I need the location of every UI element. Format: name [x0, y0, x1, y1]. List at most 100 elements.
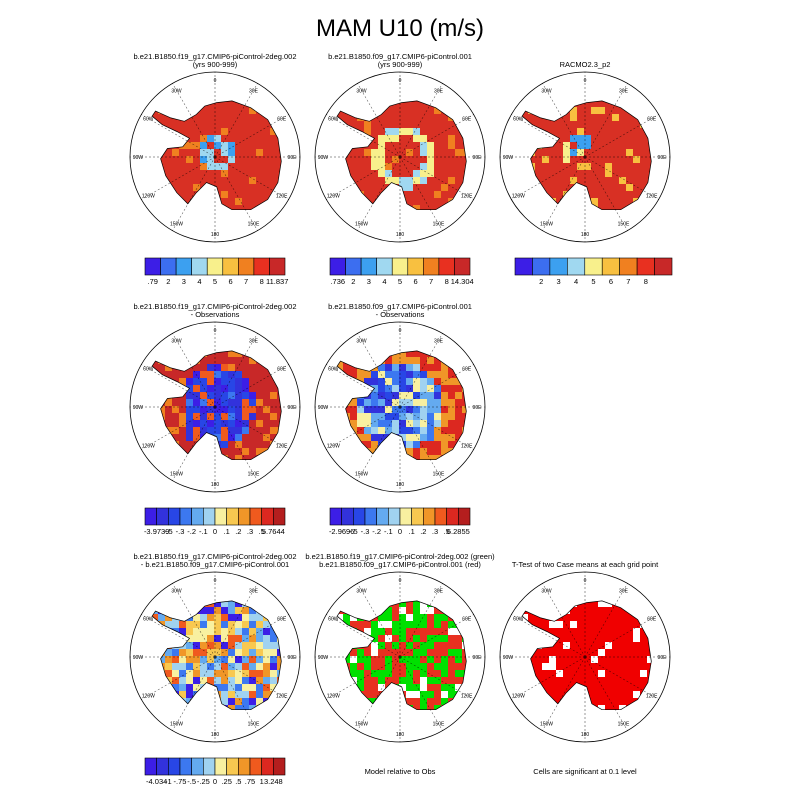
field-cell [522, 114, 529, 122]
field-cell [186, 677, 194, 685]
field-cell [284, 72, 291, 79]
field-cell [249, 135, 257, 143]
field-cell [179, 371, 187, 379]
field-cell [270, 628, 278, 636]
field-cell [392, 177, 400, 185]
field-cell [434, 677, 442, 685]
colorbar-label: -.2 [372, 527, 381, 536]
field-cell [448, 740, 455, 747]
field-cell [193, 170, 201, 178]
field-cell [371, 413, 379, 421]
field-cell [385, 385, 393, 393]
field-cell [350, 149, 358, 157]
field-cell [298, 726, 305, 733]
field-cell [633, 135, 641, 143]
field-cell [668, 233, 675, 240]
colorbar-label: 6 [413, 277, 417, 286]
field-cell [542, 170, 550, 178]
field-cell [399, 128, 407, 136]
field-cell [329, 72, 336, 79]
field-cell [298, 677, 305, 684]
field-cell [378, 670, 386, 678]
field-cell [535, 156, 543, 164]
field-cell [298, 469, 305, 476]
field-cell [291, 572, 298, 579]
field-cell [193, 635, 201, 643]
colorbar-box [168, 507, 181, 526]
field-cell [249, 427, 257, 435]
field-cell [242, 677, 250, 685]
field-cell [364, 177, 372, 185]
field-cell [441, 635, 449, 643]
field-cell [256, 163, 264, 171]
field-cell [448, 483, 455, 490]
field-cell [500, 740, 507, 747]
field-cell [130, 579, 137, 586]
longitude-label: 180 [211, 232, 220, 238]
field-cell [193, 427, 201, 435]
field-cell [315, 93, 322, 100]
field-cell [249, 156, 257, 164]
field-cell [392, 427, 400, 435]
longitude-label: 60W [328, 617, 339, 623]
field-cell [556, 128, 564, 136]
field-cell [392, 385, 400, 393]
field-cell [214, 163, 222, 171]
field-cell [455, 656, 463, 664]
field-cell [322, 350, 329, 357]
field-cell [476, 490, 483, 497]
field-cell [514, 719, 521, 726]
field-cell [277, 413, 282, 421]
coastline [336, 350, 467, 461]
field-cell [661, 233, 668, 240]
colorbar-label: 6 [609, 277, 613, 286]
field-cell [591, 149, 599, 157]
field-cell [371, 740, 378, 747]
field-cell [200, 357, 208, 365]
field-cell [507, 719, 514, 726]
field-cell [298, 490, 305, 497]
field-cell [563, 677, 571, 685]
field-cell [214, 128, 222, 136]
field-cell [598, 163, 606, 171]
field-cell [406, 114, 414, 122]
field-cell [256, 572, 263, 579]
field-cell [626, 163, 634, 171]
field-cell [406, 184, 414, 192]
panel-title: b.e21.B1850.f19_g17.CMIP6-piControl-2deg… [133, 52, 296, 61]
field-cell [235, 128, 243, 136]
colorbar-label: 11.837 [266, 277, 288, 286]
field-cell [448, 240, 455, 247]
field-cell [242, 649, 250, 657]
field-cell [207, 635, 215, 643]
colorbar-label: 6.2855 [447, 527, 470, 536]
field-cell [420, 100, 428, 108]
field-cell [441, 233, 448, 240]
field-cell [364, 420, 372, 428]
field-cell [563, 656, 571, 664]
field-cell [413, 121, 421, 129]
field-cell [256, 392, 264, 400]
field-cell [392, 378, 400, 386]
field-cell [535, 240, 542, 247]
field-cell [357, 656, 365, 664]
field-cell [434, 691, 442, 699]
field-cell [584, 184, 592, 192]
field-cell [542, 184, 550, 192]
field-cell [434, 191, 442, 199]
field-cell [350, 156, 358, 164]
field-cell [483, 329, 490, 336]
field-cell [179, 670, 187, 678]
field-cell [357, 170, 365, 178]
field-cell [186, 392, 194, 400]
field-cell [591, 184, 599, 192]
field-cell [462, 740, 469, 747]
field-cell [441, 649, 449, 657]
field-cell [535, 621, 543, 629]
field-cell [640, 177, 648, 185]
field-cell [152, 364, 159, 372]
field-cell [455, 163, 463, 171]
field-cell [385, 364, 393, 372]
field-cell [221, 656, 229, 664]
field-cell [137, 469, 144, 476]
